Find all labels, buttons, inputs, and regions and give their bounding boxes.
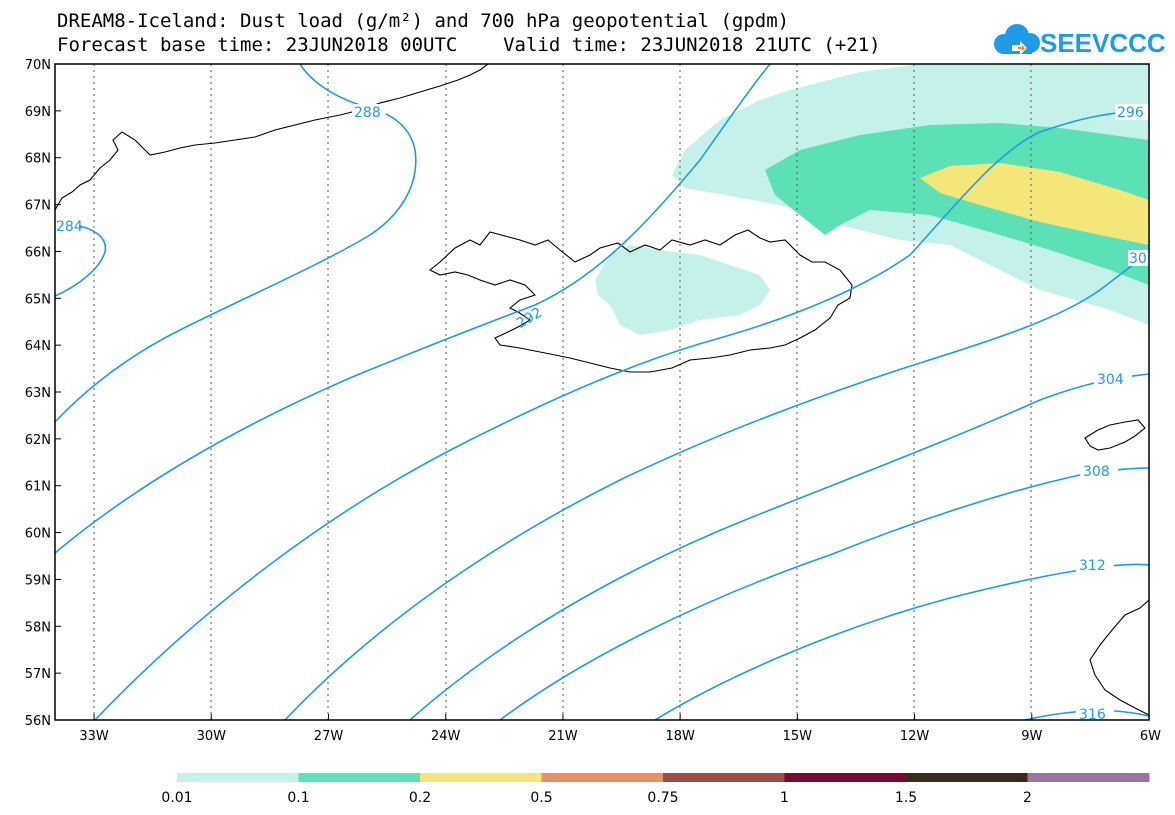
lon-tick-label: 30W bbox=[197, 729, 227, 744]
contour-label-312: 312 bbox=[1079, 558, 1106, 574]
lon-tick-label: 27W bbox=[314, 729, 344, 744]
lat-tick-label: 56N bbox=[25, 714, 51, 729]
colorbar-swatch bbox=[177, 773, 299, 782]
graticule bbox=[93, 64, 1032, 720]
lon-tick-label: 9W bbox=[1021, 729, 1042, 744]
colorbar-swatch bbox=[298, 773, 421, 782]
colorbar-swatch bbox=[663, 773, 785, 782]
lat-tick-label: 58N bbox=[25, 620, 51, 635]
iceland-coastline bbox=[428, 229, 853, 373]
lat-tick-label: 66N bbox=[25, 245, 51, 260]
faroe-islands-coastline bbox=[1084, 419, 1146, 451]
contour-296 bbox=[94, 109, 1149, 720]
colorbar-swatch bbox=[1027, 773, 1150, 782]
lat-tick-label: 64N bbox=[25, 339, 51, 354]
lon-tick-label: 12W bbox=[900, 729, 930, 744]
lat-tick-label: 67N bbox=[25, 199, 51, 214]
dust-level-0-2 bbox=[920, 163, 1149, 245]
contour-label-300: 30 bbox=[1129, 251, 1147, 267]
contour-label-304: 304 bbox=[1097, 372, 1124, 388]
lat-tick-label: 68N bbox=[25, 152, 51, 167]
cloud-icon bbox=[994, 24, 1040, 55]
lon-tick-label: 18W bbox=[665, 729, 695, 744]
contour-label-316: 316 bbox=[1079, 707, 1106, 723]
contour-labels: 284 288 292 296 30 304 308 312 316 bbox=[55, 104, 1149, 723]
lat-tick-label: 69N bbox=[25, 105, 51, 120]
seevccc-logo: SEEVCCC bbox=[994, 24, 1166, 58]
lon-tick-label: 6W bbox=[1140, 729, 1161, 744]
contour-label-296: 296 bbox=[1117, 105, 1144, 121]
contour-316 bbox=[1024, 709, 1149, 720]
contour-label-284: 284 bbox=[56, 219, 83, 235]
lat-tick-label: 63N bbox=[25, 386, 51, 401]
lat-tick-label: 70N bbox=[25, 58, 51, 73]
contour-312 bbox=[654, 563, 1149, 720]
lat-tick-label: 57N bbox=[25, 667, 51, 682]
coastlines bbox=[55, 64, 1149, 716]
contour-292 bbox=[55, 64, 771, 554]
colorbar-label: 0.01 bbox=[161, 790, 192, 806]
lat-tick-label: 60N bbox=[25, 527, 51, 542]
contour-304 bbox=[409, 373, 1149, 720]
lon-tick-label: 24W bbox=[431, 729, 461, 744]
contour-308 bbox=[499, 467, 1149, 720]
contour-label-308: 308 bbox=[1083, 464, 1110, 480]
dust-level-0-01-iceland bbox=[595, 245, 770, 335]
colorbar-label: 1 bbox=[780, 790, 789, 806]
colorbar-swatch bbox=[784, 773, 907, 782]
colorbar-label: 0.2 bbox=[409, 790, 431, 806]
dust-load-colorbar: 0.01 0.1 0.2 0.5 0.75 1 1.5 2 bbox=[161, 773, 1150, 806]
contour-label-288: 288 bbox=[354, 105, 381, 121]
colorbar-label: 0.75 bbox=[647, 790, 678, 806]
contour-300 bbox=[284, 254, 1149, 720]
lat-tick-label: 59N bbox=[25, 573, 51, 588]
lon-tick-label: 15W bbox=[783, 729, 813, 744]
colorbar-label: 1.5 bbox=[895, 790, 917, 806]
colorbar-swatch bbox=[420, 773, 542, 782]
forecast-time-subtitle: Forecast base time: 23JUN2018 00UTC Vali… bbox=[57, 34, 881, 56]
contour-284 bbox=[55, 221, 107, 297]
longitude-axis: 33W 30W 27W 24W 21W 18W 15W 12W 9W 6W bbox=[79, 714, 1161, 744]
lat-tick-label: 61N bbox=[25, 480, 51, 495]
lon-tick-label: 21W bbox=[548, 729, 578, 744]
colorbar-swatch bbox=[541, 773, 664, 782]
dust-load-field bbox=[595, 64, 1149, 335]
lat-tick-label: 65N bbox=[25, 292, 51, 307]
lon-tick-label: 33W bbox=[79, 729, 109, 744]
colorbar-swatch bbox=[906, 773, 1028, 782]
greenland-coastline bbox=[55, 64, 489, 211]
map-title: DREAM8-Iceland: Dust load (g/m²) and 700… bbox=[57, 10, 790, 32]
colorbar-label: 0.1 bbox=[287, 790, 309, 806]
colorbar-label: 0.5 bbox=[530, 790, 552, 806]
latitude-axis: 70N 69N 68N 67N 66N 65N 64N 63N 62N 61N 60N 59N 58N 5… bbox=[25, 58, 61, 729]
scotland-coastline bbox=[1089, 599, 1149, 716]
colorbar-label: 2 bbox=[1023, 790, 1032, 806]
map-plot-area bbox=[55, 64, 1149, 720]
logo-text: SEEVCCC bbox=[1040, 28, 1166, 58]
lat-tick-label: 62N bbox=[25, 433, 51, 448]
